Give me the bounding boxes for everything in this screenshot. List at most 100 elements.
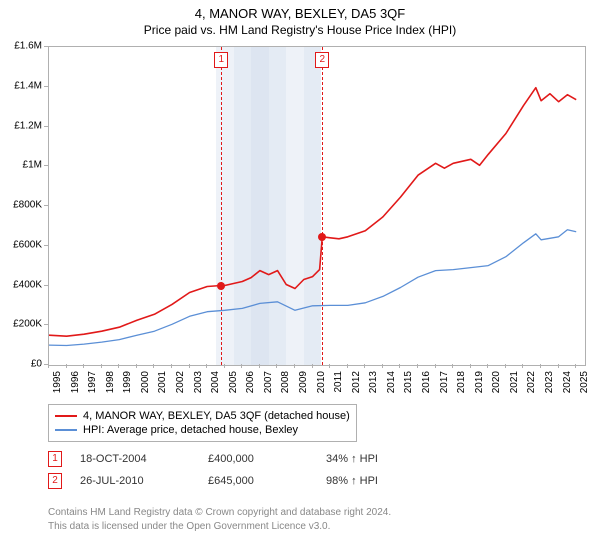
x-tick-label: 2001	[157, 371, 168, 393]
x-tick-label: 2002	[175, 371, 186, 393]
x-tick-mark	[171, 364, 172, 368]
x-tick-mark	[241, 364, 242, 368]
x-tick-mark	[540, 364, 541, 368]
x-tick-mark	[452, 364, 453, 368]
x-tick-mark	[382, 364, 383, 368]
x-tick-mark	[399, 364, 400, 368]
transaction-row: 1 18-OCT-2004 £400,000 34% ↑ HPI	[48, 448, 378, 470]
footer-attribution: Contains HM Land Registry data © Crown c…	[48, 506, 391, 533]
x-tick-label: 2011	[333, 371, 344, 393]
x-tick-mark	[522, 364, 523, 368]
y-tick-mark	[44, 126, 48, 127]
chart-sale-point	[217, 282, 225, 290]
x-tick-label: 2023	[544, 371, 555, 393]
x-tick-label: 2022	[526, 371, 537, 393]
x-tick-label: 1999	[122, 371, 133, 393]
x-tick-mark	[294, 364, 295, 368]
transaction-date: 18-OCT-2004	[80, 453, 190, 465]
transaction-row: 226-JUL-2010£645,00098% ↑ HPI	[48, 470, 378, 492]
x-tick-label: 2004	[210, 371, 221, 393]
legend-swatch	[55, 415, 77, 417]
transaction-delta: 98% ↑ HPI	[326, 475, 378, 487]
page-subtitle: Price paid vs. HM Land Registry's House …	[0, 21, 600, 37]
x-tick-mark	[575, 364, 576, 368]
x-tick-mark	[48, 364, 49, 368]
chart-series-line	[49, 230, 576, 346]
x-tick-mark	[118, 364, 119, 368]
chart-svg	[49, 47, 585, 365]
y-tick-label: £1M	[0, 160, 42, 171]
x-tick-label: 2020	[491, 371, 502, 393]
y-tick-label: £1.4M	[0, 80, 42, 91]
x-tick-label: 2007	[263, 371, 274, 393]
x-tick-mark	[153, 364, 154, 368]
y-tick-mark	[44, 285, 48, 286]
x-tick-label: 2014	[386, 371, 397, 393]
legend-row: 4, MANOR WAY, BEXLEY, DA5 3QF (detached …	[55, 409, 350, 423]
transaction-price: £400,000	[208, 453, 308, 465]
x-tick-mark	[417, 364, 418, 368]
y-tick-label: £600K	[0, 239, 42, 250]
x-tick-label: 2025	[579, 371, 590, 393]
x-tick-label: 2008	[280, 371, 291, 393]
x-tick-label: 1996	[70, 371, 81, 393]
x-tick-mark	[329, 364, 330, 368]
x-tick-label: 2019	[474, 371, 485, 393]
x-tick-label: 2005	[228, 371, 239, 393]
transactions-table: 118-OCT-2004£400,00034% ↑ HPI226-JUL-201…	[48, 448, 378, 492]
x-tick-mark	[259, 364, 260, 368]
x-tick-label: 1998	[105, 371, 116, 393]
y-tick-label: £800K	[0, 200, 42, 211]
x-tick-mark	[487, 364, 488, 368]
x-tick-mark	[364, 364, 365, 368]
x-tick-mark	[312, 364, 313, 368]
x-tick-mark	[136, 364, 137, 368]
x-tick-label: 2003	[193, 371, 204, 393]
legend-label: HPI: Average price, detached house, Bexl…	[83, 424, 298, 436]
x-tick-mark	[347, 364, 348, 368]
x-tick-label: 1995	[52, 371, 63, 393]
x-tick-mark	[470, 364, 471, 368]
x-tick-label: 2016	[421, 371, 432, 393]
x-tick-label: 2018	[456, 371, 467, 393]
x-tick-label: 2013	[368, 371, 379, 393]
x-tick-label: 2021	[509, 371, 520, 393]
x-tick-label: 2009	[298, 371, 309, 393]
y-tick-label: £0	[0, 359, 42, 370]
y-tick-label: £1.2M	[0, 120, 42, 131]
y-tick-mark	[44, 46, 48, 47]
transaction-delta: 34% ↑ HPI	[326, 453, 378, 465]
x-tick-label: 2006	[245, 371, 256, 393]
legend-row: HPI: Average price, detached house, Bexl…	[55, 423, 350, 437]
x-tick-mark	[276, 364, 277, 368]
chart-series-line	[49, 88, 576, 337]
x-tick-label: 2024	[562, 371, 573, 393]
x-tick-label: 1997	[87, 371, 98, 393]
x-tick-label: 2010	[316, 371, 327, 393]
x-tick-mark	[558, 364, 559, 368]
y-tick-label: £400K	[0, 279, 42, 290]
page-title: 4, MANOR WAY, BEXLEY, DA5 3QF	[0, 0, 600, 21]
x-tick-mark	[505, 364, 506, 368]
x-tick-mark	[66, 364, 67, 368]
legend: 4, MANOR WAY, BEXLEY, DA5 3QF (detached …	[48, 404, 357, 442]
x-tick-mark	[101, 364, 102, 368]
y-tick-mark	[44, 245, 48, 246]
legend-label: 4, MANOR WAY, BEXLEY, DA5 3QF (detached …	[83, 410, 350, 422]
transaction-date: 26-JUL-2010	[80, 475, 190, 487]
y-tick-mark	[44, 165, 48, 166]
x-tick-mark	[224, 364, 225, 368]
transaction-price: £645,000	[208, 475, 308, 487]
chart-event-marker: 2	[315, 52, 329, 68]
y-tick-mark	[44, 86, 48, 87]
x-tick-label: 2017	[439, 371, 450, 393]
footer-line: Contains HM Land Registry data © Crown c…	[48, 506, 391, 520]
chart-event-marker: 1	[214, 52, 228, 68]
x-tick-label: 2012	[351, 371, 362, 393]
y-tick-label: £200K	[0, 319, 42, 330]
y-tick-mark	[44, 324, 48, 325]
x-tick-mark	[435, 364, 436, 368]
x-tick-mark	[189, 364, 190, 368]
chart-plot-area	[48, 46, 586, 366]
transaction-marker: 1	[48, 451, 62, 467]
